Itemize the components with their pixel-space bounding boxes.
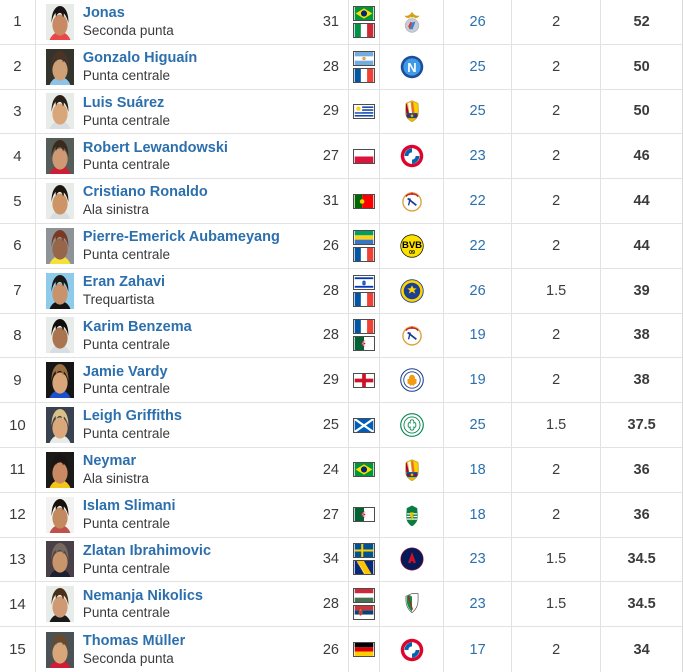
svg-text:N: N bbox=[407, 59, 416, 74]
svg-text:09: 09 bbox=[409, 250, 415, 256]
